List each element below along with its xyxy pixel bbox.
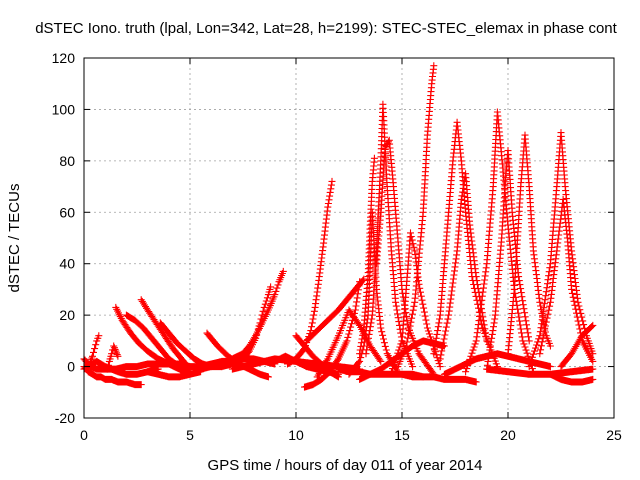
plot-frame [83,57,615,419]
x-tick-label: 20 [500,427,516,443]
y-tick-label: 0 [67,359,75,375]
data-series [86,332,103,365]
y-tick-label: 40 [59,256,75,272]
x-tick-label: 15 [394,427,410,443]
data-point-markers [504,131,554,358]
data-series [430,118,501,371]
data-series [398,370,480,386]
data-point-markers [430,118,501,371]
y-tick-label: 120 [52,50,76,66]
data-series [394,62,438,371]
data-series [218,283,275,371]
data-series [356,154,378,358]
data-point-markers [86,332,103,365]
data-series [504,131,554,358]
x-tick-label: 10 [288,427,304,443]
data-point-markers [301,278,364,391]
y-tick-label: 60 [59,204,75,220]
data-series [462,108,537,376]
data-series [303,275,368,345]
data-point-markers [398,370,480,386]
data-point-markers [356,154,378,358]
data-point-markers [137,296,194,373]
data-point-markers [103,342,122,373]
x-tick-label: 25 [606,427,622,443]
x-tick-label: 5 [186,427,194,443]
data-point-markers [218,283,275,371]
data-series [137,296,194,373]
data-points [80,62,597,391]
y-tick-label: 20 [59,307,75,323]
data-point-markers [394,62,438,371]
y-tick-label: -20 [55,410,75,426]
data-series [546,370,597,386]
data-series [122,311,194,376]
data-point-markers [536,195,597,365]
x-axis-label: GPS time / hours of day 011 of year 2014 [208,457,483,474]
data-series [557,321,597,371]
y-tick-label: 100 [52,101,76,117]
data-point-markers [387,229,444,376]
data-series [387,229,444,376]
chart-title: dSTEC Iono. truth (lpal, Lon=342, Lat=28… [35,20,617,37]
x-tick-label: 0 [80,427,88,443]
data-series [483,365,597,378]
data-series [301,278,364,391]
data-series [103,342,122,373]
axis-ticks: 0 5 10 15 20 25 -20 0 20 40 60 80 100 120 [52,50,622,443]
data-point-markers [483,365,597,378]
data-point-markers [313,306,385,381]
data-point-markers [303,275,368,345]
data-point-markers [122,311,194,376]
data-series [313,306,385,381]
data-series [536,195,597,365]
data-point-markers [462,108,537,376]
data-point-markers [546,370,597,386]
data-point-markers [557,321,597,371]
y-tick-label: 80 [59,153,75,169]
data-series [144,368,205,381]
data-point-markers [144,368,205,381]
y-axis-label: dSTEC / TECUs [6,184,23,293]
